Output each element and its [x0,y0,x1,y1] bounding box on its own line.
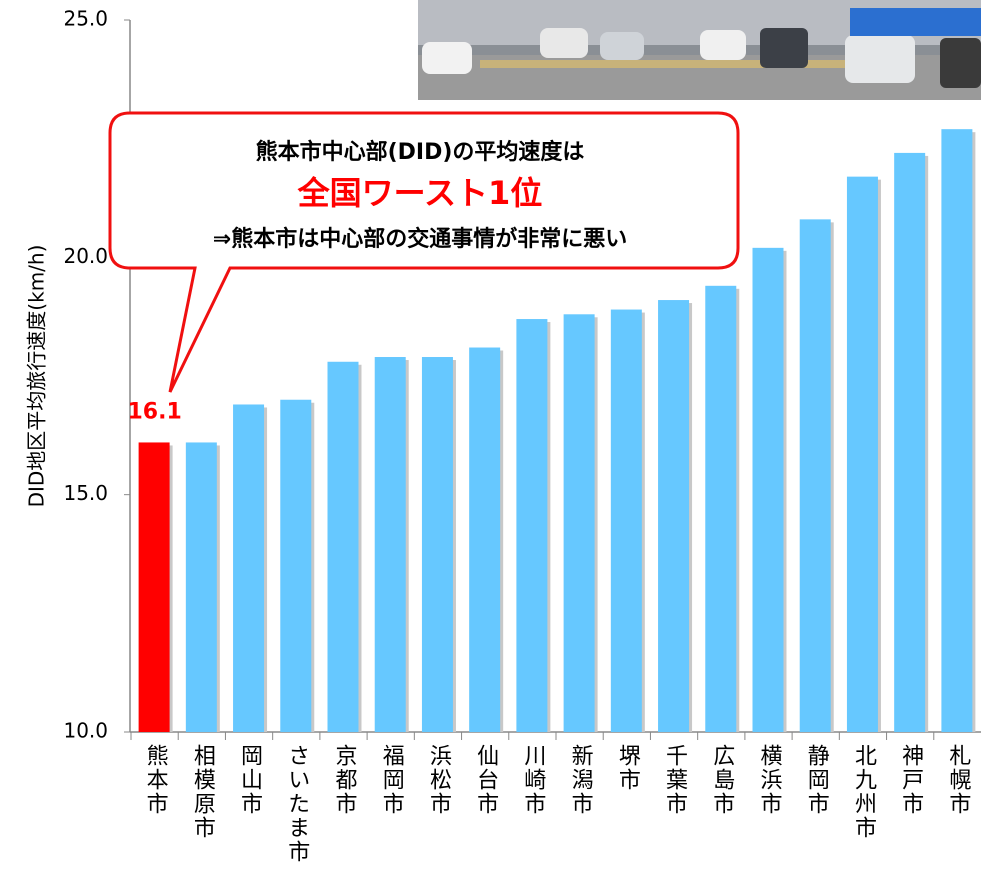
x-tick-label: 堺市 [615,744,641,792]
bar [894,152,926,732]
x-tick-label: 岡山市 [237,744,262,816]
bar [705,285,737,732]
bar [610,309,642,732]
x-tick-label: 相模原市 [190,744,216,840]
x-tick-label: 福岡市 [379,744,405,816]
bar [233,404,265,732]
x-tick-label: 浜松市 [426,744,452,816]
bar [799,219,831,733]
x-tick-label: 仙台市 [473,744,499,816]
bar [658,300,690,732]
y-axis-label: DID地区平均旅行速度(km/h) [25,245,49,508]
callout-line: ⇒熊本市は中心部の交通事情が非常に悪い [213,226,627,252]
x-tick-label: 静岡市 [804,744,830,816]
bar [941,129,973,732]
x-tick-label: 神戸市 [898,744,924,816]
bar [516,319,548,732]
bar [846,176,878,732]
y-tick-label: 20.0 [63,244,108,268]
x-tick-label: 川崎市 [520,744,546,816]
bar [469,347,501,732]
bar [327,361,359,732]
bar [421,357,453,732]
x-tick-label: 北九州市 [851,744,877,840]
y-tick-label: 25.0 [63,7,108,31]
bar [185,442,217,732]
callout-headline: 全国ワースト1位 [297,174,543,212]
y-tick-label: 10.0 [63,719,108,743]
x-tick-label: 熊本市 [143,744,169,816]
callout-bubble [108,111,740,393]
x-tick-label: 横浜市 [757,744,783,816]
y-tick-label: 15.0 [63,481,108,505]
x-tick-label: 札幌市 [945,744,971,816]
x-tick-label: 京都市 [332,744,358,816]
bar [563,314,595,732]
x-tick-label: 千葉市 [662,744,688,816]
bar [138,442,170,732]
callout-line: 熊本市中心部(DID)の平均速度は [256,139,585,165]
bar [374,357,406,732]
x-tick-label: 広島市 [709,744,735,816]
bar [280,399,312,732]
photo [418,0,981,100]
bar [752,247,784,732]
x-tick-label: 新潟市 [568,744,594,816]
x-tick-label: さいたま市 [284,744,309,864]
data-label: 16.1 [127,399,181,424]
